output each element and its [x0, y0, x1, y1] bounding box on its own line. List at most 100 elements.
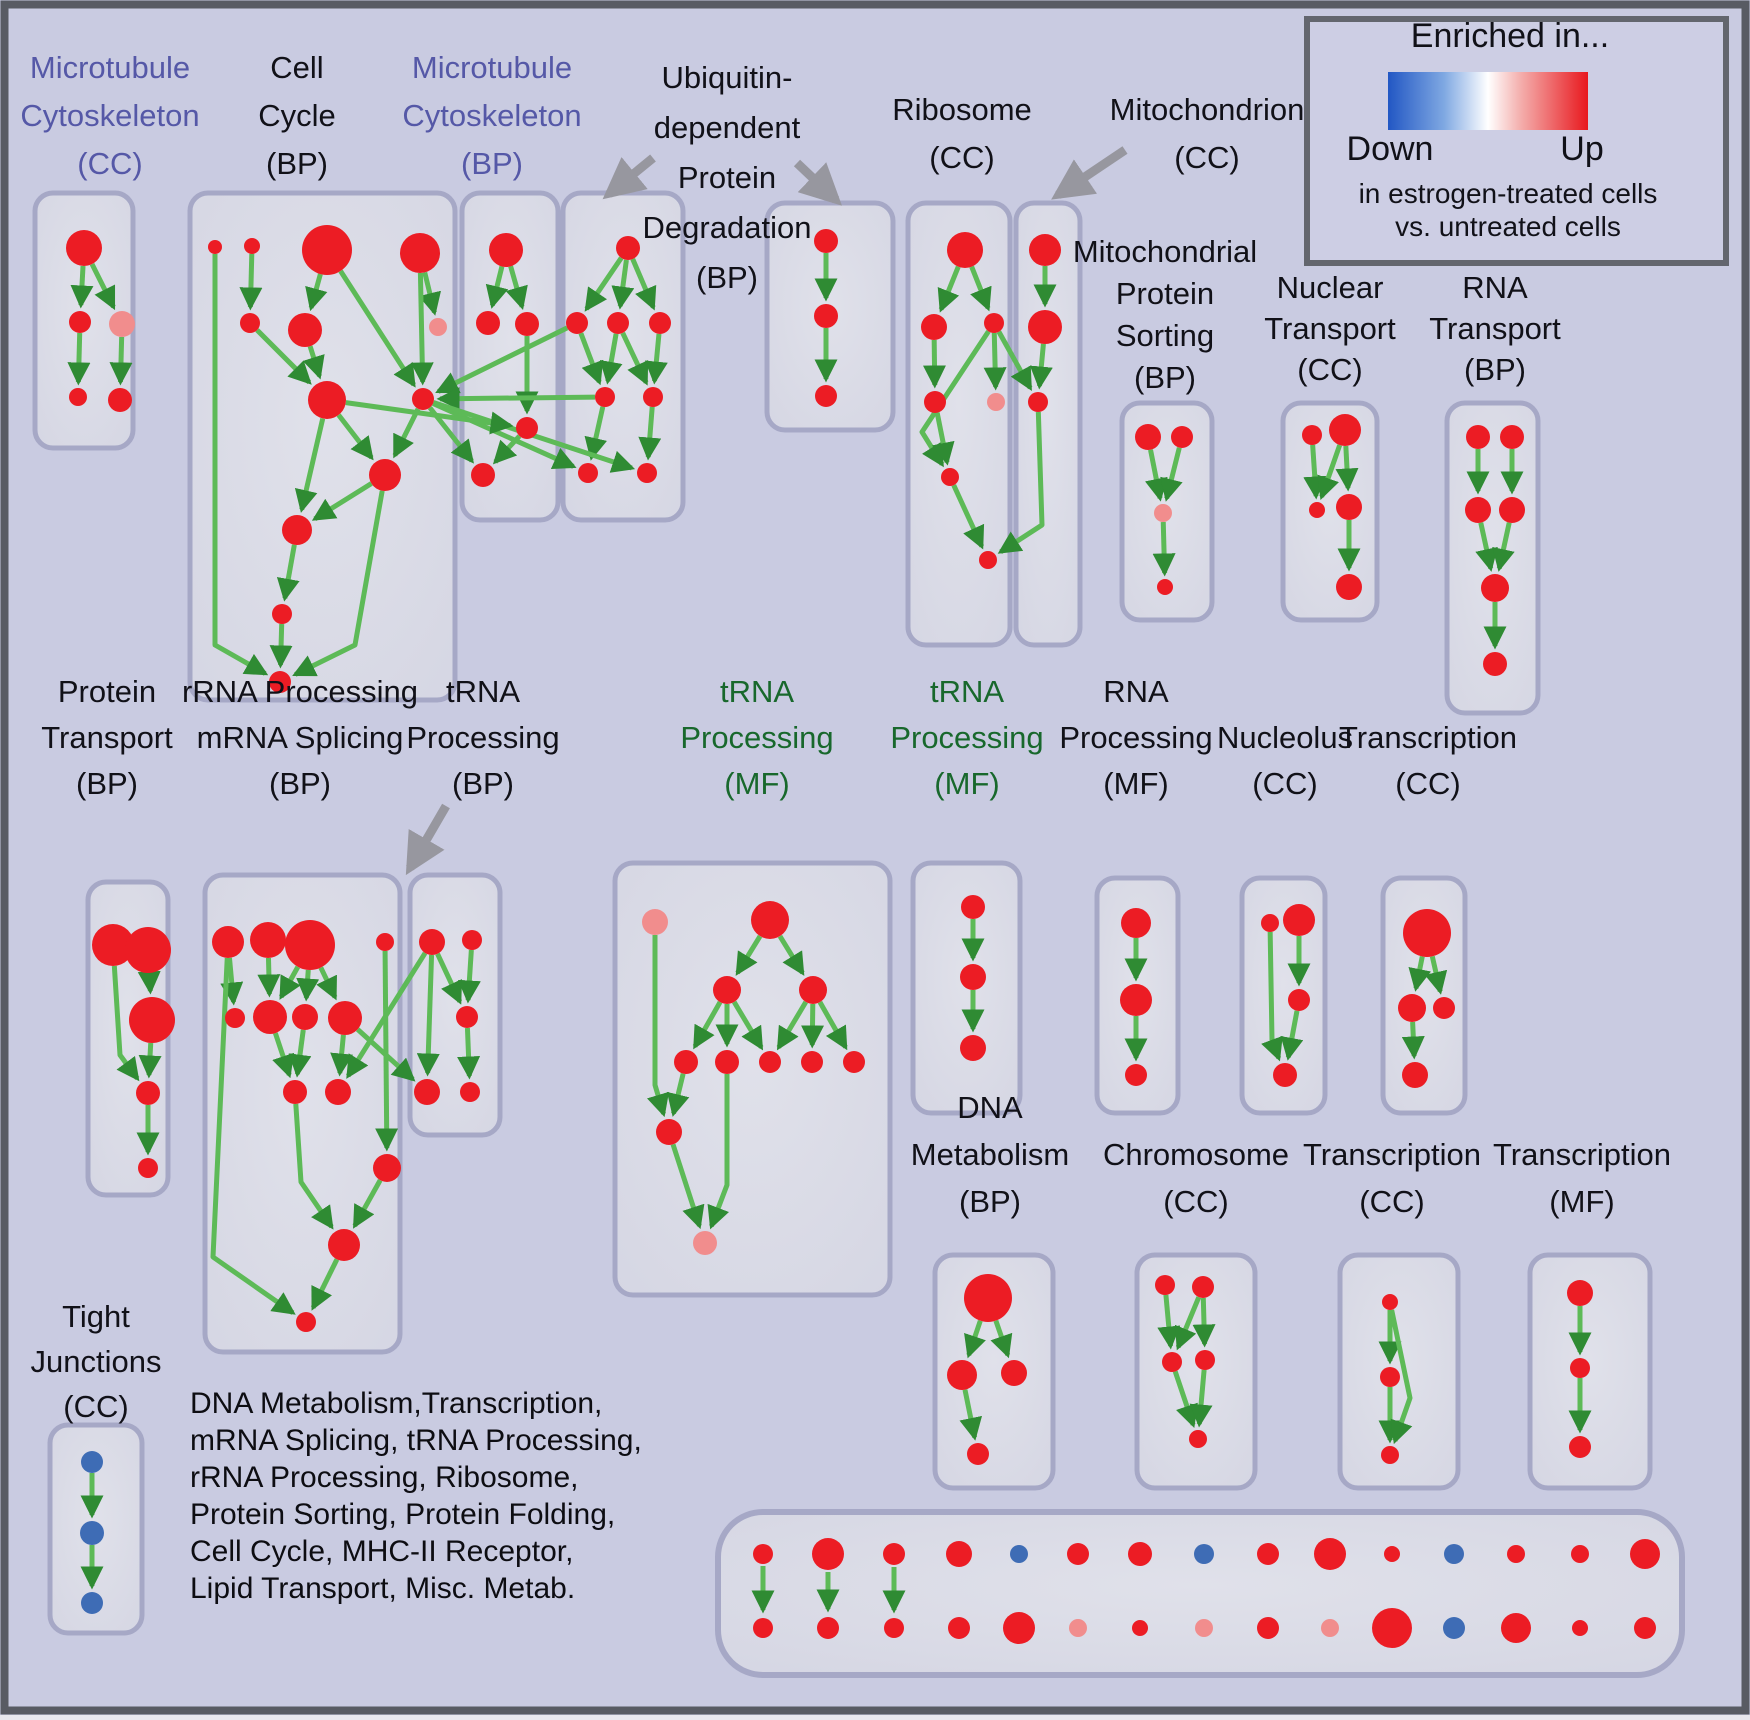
node-ubiquitin-l2: [643, 387, 663, 407]
bar-dot-bottom-11: [1372, 1608, 1412, 1648]
cluster-label-line-mt-bp-1: Cytoskeleton: [402, 98, 581, 133]
node-rna-transport-c: [1481, 574, 1509, 602]
cluster-label-ubiquitin: Ubiquitin-dependent Protein Degradation (BP…: [643, 60, 812, 295]
cluster-label-rna-transport: RNA Transport (BP): [1429, 270, 1561, 387]
edge-ubiquitin-0: [584, 256, 624, 312]
bar-dot-bottom-7: [1132, 1620, 1148, 1636]
edge-rrna-mrna-6: [375, 950, 399, 1152]
node-ubiquitin-m2: [607, 312, 629, 334]
edge-ribosome-1: [969, 265, 992, 312]
cluster-label-line-chromosome-0: Chromosome: [1103, 1137, 1289, 1172]
cluster-label-line-rna-transport-2: (BP): [1464, 352, 1526, 387]
cluster-label-line-chromosome-1: (CC): [1163, 1184, 1228, 1219]
edge-transcription-cc-a-1: [1424, 955, 1448, 995]
cluster-label-trna-mf-2: tRNA Processing (MF): [890, 674, 1043, 801]
bar-dot-bottom-6: [1069, 1619, 1087, 1637]
node-cell-cycle-t2: [244, 238, 260, 254]
node-nucleolus-s: [1261, 914, 1279, 932]
bar-dot-top-12: [1444, 1544, 1464, 1564]
node-mitochondrion-a: [1029, 234, 1061, 266]
cluster-label-transcription-cc-a: Transcription (CC): [1339, 720, 1517, 801]
node-transcription-cc-a-b: [1402, 1062, 1428, 1088]
node-mc-cc-b: [69, 311, 91, 333]
node-rna-transport-t2: [1500, 425, 1524, 449]
cluster-label-line-rna-processing-mf-1: Processing: [1059, 720, 1212, 755]
edge-ubiquitin-8: [638, 406, 662, 461]
edge-dna-metabolism-1: [990, 1319, 1013, 1359]
node-mitochondrion-c: [1028, 392, 1048, 412]
edge-mc-cc-3: [109, 336, 133, 386]
edge-nuclear-transport-0: [1303, 444, 1327, 500]
cluster-label-line-rna-processing-mf-0: RNA: [1103, 674, 1169, 709]
node-mps-p: [1154, 504, 1172, 522]
bar-dot-bottom-5: [1003, 1612, 1035, 1644]
cluster-label-line-mps-3: (BP): [1134, 360, 1196, 395]
node-mc-cc-a: [66, 230, 102, 266]
cluster-label-transcription-cc-b: Transcription (CC): [1303, 1137, 1481, 1219]
gray-pointers-layer: [405, 146, 1128, 876]
node-chromosome-m1: [1162, 1352, 1182, 1372]
pointer-arrow-ubiquitin-right: [793, 159, 843, 206]
cluster-label-line-tight-junctions-1: Junctions: [31, 1344, 162, 1379]
edge-chromosome-1: [1174, 1296, 1202, 1351]
node-protein-transport-D: [136, 1081, 160, 1105]
bar-dot-top-9: [1257, 1543, 1279, 1565]
node-protein-transport-E: [138, 1158, 158, 1178]
node-dna-metabolism-m2: [1001, 1360, 1027, 1386]
node-rrna-mrna-T2: [250, 922, 286, 958]
node-trna-mf-1-b4: [801, 1051, 823, 1073]
bar-dot-bottom-14: [1572, 1620, 1588, 1636]
cluster-label-tight-junctions: Tight Junctions (CC): [31, 1299, 162, 1424]
nodes-layer: [66, 225, 1660, 1648]
edge-ubiquitin-7: [584, 406, 607, 461]
node-cell-cycle-hub: [412, 388, 434, 410]
cluster-label-line-mc-cc-2: (CC): [77, 146, 142, 181]
node-cell-cycle-big2: [308, 381, 346, 419]
bar-dot-top-10: [1314, 1538, 1346, 1570]
edge-cell-cycle-6: [255, 328, 312, 385]
bar-dot-bottom-3: [884, 1618, 904, 1638]
edge-mc-cc-0: [70, 265, 94, 309]
bar-dot-bottom-2: [817, 1617, 839, 1639]
cross-edge-2: [432, 401, 577, 469]
cluster-label-line-rna-processing-mf-2: (MF): [1103, 766, 1168, 801]
edge-chromosome-4: [1189, 1369, 1213, 1428]
cluster-label-line-trna-mf-2-0: tRNA: [930, 674, 1004, 709]
edge-mps-0: [1145, 449, 1168, 502]
edge-trna-mf-1-6: [776, 1000, 808, 1051]
node-rrna-mrna-P: [373, 1154, 401, 1182]
edge-ribosome-6: [951, 484, 985, 550]
edge-transcription-cc-a-2: [1401, 1021, 1425, 1060]
pointer-arrow-ubiquitin-left: [602, 154, 656, 200]
node-rrna-mrna-T1: [212, 926, 244, 958]
node-nucleolus-m: [1288, 989, 1310, 1011]
cluster-label-line-trna-mf-1-2: (MF): [724, 766, 789, 801]
edge-cell-cycle-12: [292, 490, 385, 677]
labels-layer: Microtubule Cytoskeleton (CC) Cell Cycle (BP)…: [20, 50, 1671, 1605]
node-rrna-mrna-M2: [253, 1000, 287, 1034]
node-mps-t1: [1135, 424, 1161, 450]
cross-edge-8: [355, 1027, 416, 1082]
node-ubiquitin2-c: [815, 385, 837, 407]
node-trna-mf-1-fin: [693, 1231, 717, 1255]
pointer-arrow-trna-bp: [405, 803, 450, 876]
node-mc-cc-d: [69, 388, 87, 406]
node-ubiquitin-b1: [578, 463, 598, 483]
edge-cell-cycle-11: [311, 481, 373, 521]
edge-rna-transport-3: [1492, 522, 1515, 572]
cluster-label-line-ubiquitin-0: Ubiquitin-: [662, 60, 793, 95]
cluster-label-line-transcription-mf-0: Transcription: [1493, 1137, 1671, 1172]
cluster-label-line-rna-transport-1: Transport: [1429, 311, 1561, 346]
bar-dot-top-14: [1571, 1545, 1589, 1563]
node-nucleolus-big: [1283, 904, 1315, 936]
cluster-label-line-nuclear-transport-2: (CC): [1297, 352, 1362, 387]
legend-up-label: Up: [1560, 130, 1603, 168]
bar-dot-top-1: [753, 1544, 773, 1564]
cluster-label-line-dna-metabolism-2: (BP): [959, 1184, 1021, 1219]
node-rrna-mrna-Q: [328, 1229, 360, 1261]
edge-mc-cc-2: [67, 332, 91, 386]
cross-edge-0: [435, 325, 569, 394]
cluster-label-line-dna-metabolism-0: DNA: [957, 1090, 1023, 1125]
